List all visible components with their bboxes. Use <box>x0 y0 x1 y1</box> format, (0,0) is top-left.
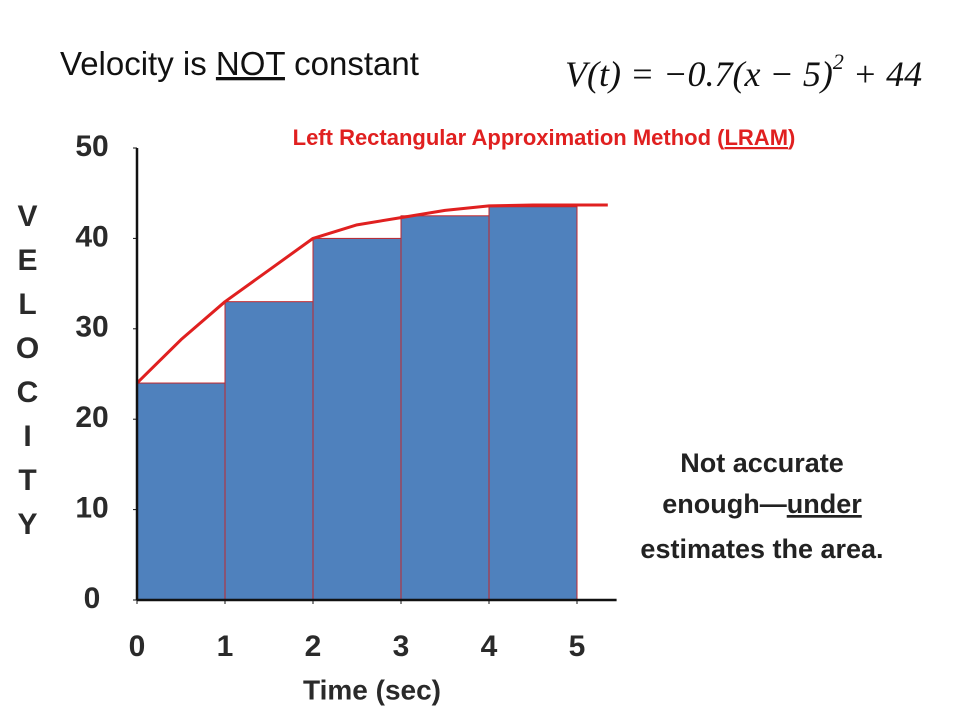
subtitle-part: Left Rectangular Approximation Method ( <box>293 125 726 150</box>
bar <box>488 206 578 601</box>
x-tick-label: 5 <box>569 630 586 663</box>
bar <box>136 382 226 601</box>
annotation-line: Not accurate <box>680 448 844 478</box>
y-axis-label: VELOCITY <box>11 200 44 552</box>
curve <box>135 203 608 385</box>
y-tick-label: 20 <box>75 401 108 434</box>
formula-base: V(t) = −0.7(x − 5) <box>565 54 833 94</box>
formula-rest: + 44 <box>844 54 922 94</box>
y-tick-label: 40 <box>75 220 108 253</box>
bar <box>224 301 314 601</box>
x-tick-label: 2 <box>305 630 322 663</box>
subtitle-part: LRAM <box>724 125 788 150</box>
x-tick-label: 1 <box>217 630 234 663</box>
x-tick-label: 0 <box>129 630 146 663</box>
annotation-part: estimates the area. <box>640 534 883 564</box>
formula: V(t) = −0.7(x − 5)2 + 44 <box>565 49 922 94</box>
x-tick-label: 3 <box>393 630 410 663</box>
formula-exponent: 2 <box>833 49 844 74</box>
title-part: Velocity is <box>60 45 216 82</box>
bar <box>400 215 490 601</box>
title-part: constant <box>285 45 419 82</box>
y-tick-label: 0 <box>84 582 101 615</box>
annotation-line: enough—under <box>662 489 862 519</box>
subtitle: Left Rectangular Approximation Method (L… <box>293 125 796 150</box>
annotation-line: estimates the area. <box>640 534 883 564</box>
title: Velocity is NOT constant <box>60 45 419 82</box>
annotation-part: enough— <box>662 489 786 519</box>
annotation-part: Not accurate <box>680 448 844 478</box>
bar <box>312 237 402 601</box>
y-tick-label: 50 <box>75 130 108 163</box>
title-part: NOT <box>216 45 286 82</box>
y-tick-label: 30 <box>75 311 108 344</box>
y-tick-label: 10 <box>75 492 108 525</box>
x-axis-label: Time (sec) <box>303 674 441 705</box>
subtitle-part: ) <box>788 125 795 150</box>
annotation-part: under <box>787 489 862 519</box>
x-tick-label: 4 <box>481 630 498 663</box>
